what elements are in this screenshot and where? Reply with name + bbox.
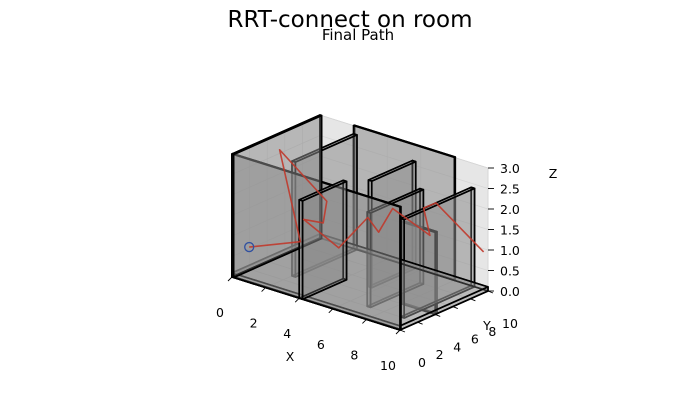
- grid-z-left: [231, 196, 321, 237]
- y-tick-label: 0: [418, 355, 426, 370]
- obstacle-wall-left: [231, 114, 323, 279]
- grid-x-floor: [332, 269, 421, 310]
- grid-z-back: [319, 155, 489, 210]
- start-marker: [244, 241, 255, 253]
- obstacle-face: [291, 160, 297, 278]
- obstacle-partition-1: [291, 133, 358, 278]
- x-tick: [395, 329, 401, 335]
- y-tick: [417, 321, 423, 325]
- x-tick-label: 6: [317, 337, 325, 352]
- chart-subtitle: Final Path: [322, 26, 394, 44]
- obstacle-wall-front: [231, 152, 402, 331]
- x-tick-label: 10: [380, 358, 396, 373]
- x-tick-label: 4: [283, 326, 291, 341]
- y-tick-label: 4: [453, 339, 461, 354]
- y-tick-label: 8: [488, 324, 496, 339]
- grid-z-left: [231, 176, 321, 216]
- z-tick-label: 2.5: [500, 182, 520, 197]
- y-tick: [435, 313, 441, 317]
- z-tick-label: 1.0: [500, 243, 520, 258]
- x-tick: [261, 287, 266, 292]
- grid-z-back: [319, 176, 489, 230]
- grid-z-left: [231, 135, 321, 175]
- y-tick-label: 6: [471, 332, 479, 347]
- obstacle-face: [298, 199, 304, 301]
- x-tick: [362, 319, 367, 324]
- z-tick-label: 3.0: [500, 161, 520, 176]
- grid-z-back: [319, 135, 489, 189]
- y-tick: [399, 329, 406, 333]
- z-tick-label: 0.5: [500, 264, 520, 279]
- x-tick-label: 0: [216, 305, 224, 320]
- obstacle-face: [366, 211, 372, 309]
- y-tick: [470, 298, 476, 302]
- obstacle-partition-2: [298, 179, 348, 301]
- x-tick: [328, 308, 334, 314]
- y-axis-label: Y: [482, 318, 491, 333]
- grid-x-floor: [366, 280, 455, 320]
- grid-y-floor: [302, 245, 471, 300]
- grid-z-left: [231, 155, 321, 196]
- grid-z-left: [231, 217, 321, 257]
- chart-title: RRT-connect on room: [228, 7, 473, 33]
- y-tick-label: 10: [502, 316, 518, 331]
- obstacles: [231, 114, 489, 331]
- x-tick: [294, 297, 300, 303]
- path-line: [249, 148, 485, 253]
- x-tick-label: 2: [250, 316, 258, 331]
- y-tick: [452, 306, 458, 310]
- y-tick-label: 2: [436, 347, 444, 362]
- obstacle-partition-5: [399, 186, 476, 319]
- z-tick-label: 1.5: [500, 223, 520, 238]
- x-tick: [227, 276, 233, 282]
- x-tick-label: 8: [350, 347, 358, 362]
- obstacle-face: [231, 153, 235, 279]
- z-tick-label: 2.0: [500, 202, 520, 217]
- z-axis-label: Z: [549, 166, 558, 181]
- z-tick-label: 0.0: [500, 284, 520, 299]
- grid-y-floor: [249, 268, 418, 323]
- x-axis-label: X: [286, 349, 295, 364]
- obstacle-partition-4: [366, 187, 425, 309]
